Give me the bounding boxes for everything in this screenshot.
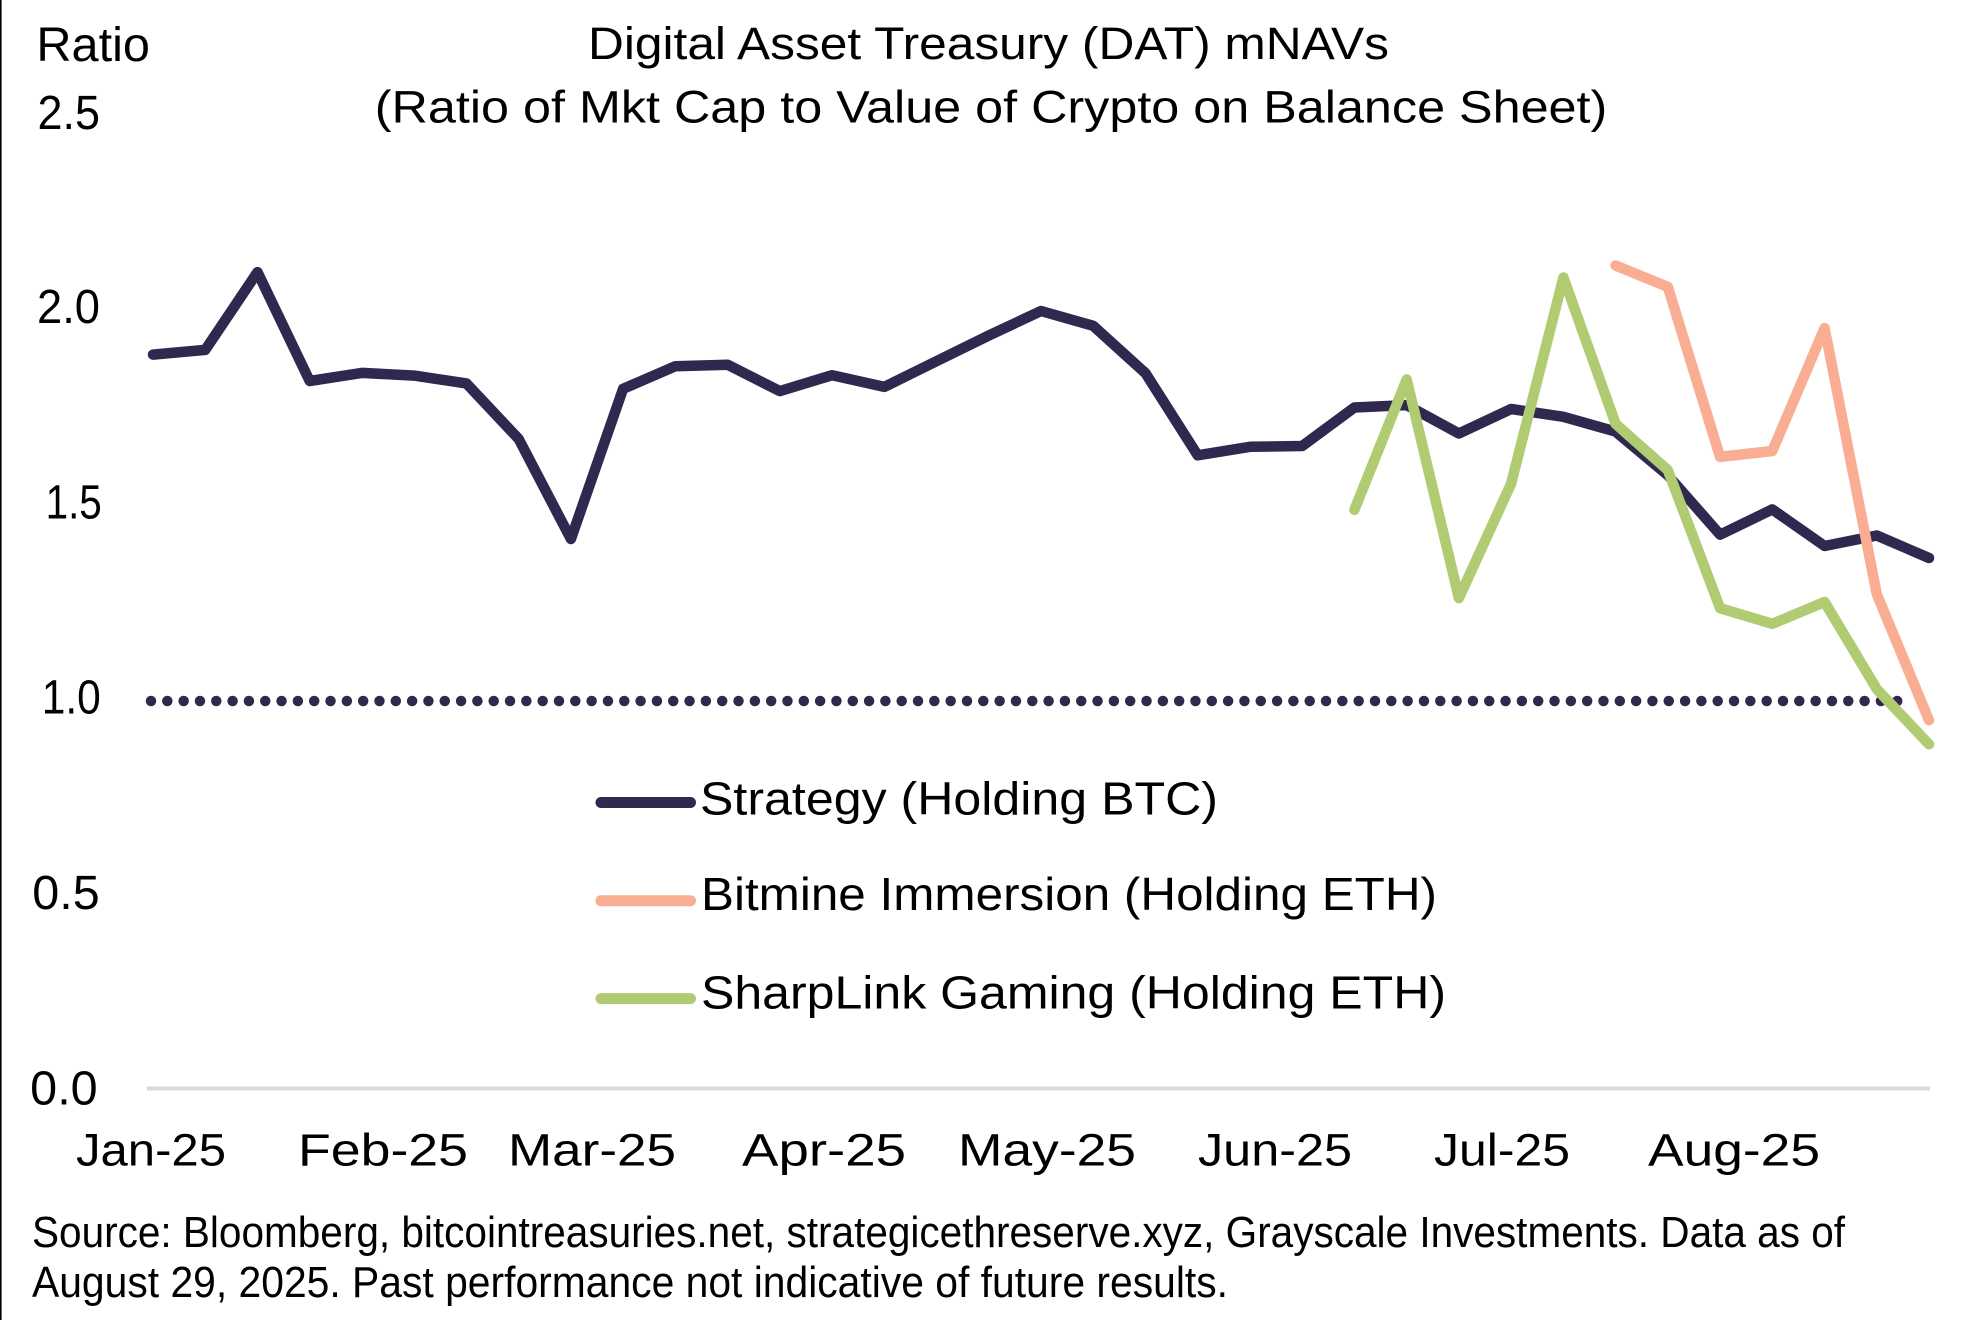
svg-text:2.0: 2.0 (37, 281, 100, 334)
svg-text:0.0: 0.0 (30, 1062, 98, 1115)
svg-text:August 29, 2025. Past performa: August 29, 2025. Past performance not in… (32, 1258, 1228, 1307)
svg-text:1.5: 1.5 (46, 476, 102, 529)
svg-text:Jan-25: Jan-25 (76, 1124, 226, 1175)
svg-text:SharpLink Gaming (Holding ETH): SharpLink Gaming (Holding ETH) (701, 967, 1446, 1019)
svg-text:Jul-25: Jul-25 (1434, 1124, 1570, 1175)
svg-text:May-25: May-25 (958, 1124, 1136, 1175)
svg-text:Jun-25: Jun-25 (1198, 1124, 1352, 1175)
svg-text:(Ratio of Mkt Cap to Value of: (Ratio of Mkt Cap to Value of Crypto on … (375, 81, 1608, 132)
svg-text:2.5: 2.5 (38, 87, 101, 140)
svg-text:Strategy (Holding BTC): Strategy (Holding BTC) (700, 772, 1218, 824)
svg-text:0.5: 0.5 (32, 867, 100, 920)
svg-text:1.0: 1.0 (42, 672, 101, 725)
svg-text:Source: Bloomberg, bitcointrea: Source: Bloomberg, bitcointreasuries.net… (32, 1208, 1846, 1257)
svg-text:Bitmine Immersion (Holding ETH: Bitmine Immersion (Holding ETH) (701, 868, 1437, 920)
svg-text:Mar-25: Mar-25 (508, 1124, 676, 1175)
svg-text:Aug-25: Aug-25 (1648, 1124, 1820, 1175)
svg-text:Ratio: Ratio (36, 19, 150, 72)
svg-text:Feb-25: Feb-25 (298, 1124, 468, 1175)
svg-text:Apr-25: Apr-25 (742, 1124, 906, 1175)
svg-text:Digital Asset Treasury (DAT) m: Digital Asset Treasury (DAT) mNAVs (588, 18, 1389, 69)
